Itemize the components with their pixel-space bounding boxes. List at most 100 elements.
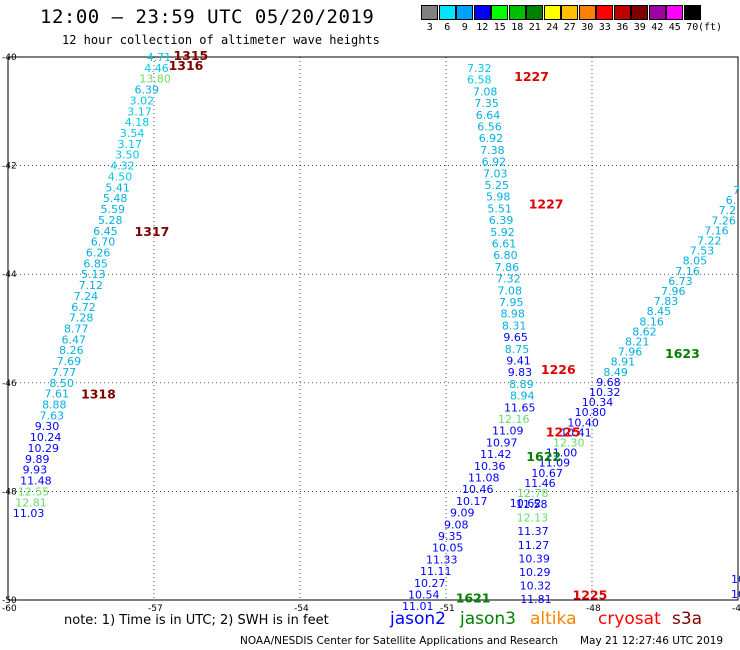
swh-value: 12.16 (498, 413, 530, 426)
swh-value: 3.02 (130, 94, 155, 107)
legend-swatch (421, 5, 438, 20)
legend-label: 15 (493, 22, 506, 33)
swh-value: 7.86 (495, 261, 520, 274)
swh-value: 11.58 (516, 498, 548, 511)
swh-value: 5.59 (100, 203, 125, 216)
swh-value: 10.34 (582, 396, 614, 409)
time-label: 1622 (526, 449, 561, 464)
swh-value: 7.32 (467, 62, 492, 75)
swh-value: 12.78 (517, 487, 549, 500)
swh-value: 10.32 (589, 386, 621, 399)
swh-value: 10.40 (567, 416, 599, 429)
swh-value: 7.22 (697, 235, 722, 248)
legend-label: 36 (616, 22, 629, 33)
swh-value: 9.09 (450, 507, 475, 520)
swh-value: 8.77 (64, 323, 89, 336)
swh-value: 10.27 (414, 577, 446, 590)
satellite-jason2: jason2 (390, 609, 446, 629)
legend-label: 30 (581, 22, 594, 33)
swh-value: 9.30 (35, 420, 60, 433)
swh-value: 8.88 (42, 399, 67, 412)
time-label: 1226 (541, 362, 576, 377)
swh-value: 7.08 (473, 85, 498, 98)
legend-swatch (683, 5, 701, 20)
swh-value: 7.03 (483, 167, 508, 180)
swh-value: 12.13 (517, 512, 549, 525)
swh-value: 8.91 (611, 356, 636, 369)
swh-value: 11.81 (520, 593, 552, 606)
legend-swatch (438, 5, 456, 20)
swh-value: 7.38 (480, 144, 505, 157)
satellite-cryosat: cryosat (598, 609, 661, 629)
swh-value: 7.26 (711, 214, 736, 227)
lat-label: -40 (2, 53, 17, 63)
page-subtitle: 12 hour collection of altimeter wave hei… (62, 33, 380, 47)
lon-label: -51 (440, 604, 455, 614)
swh-value: 8.05 (683, 255, 708, 268)
satellite-altika: altika (530, 609, 577, 629)
generated-timestamp: May 21 12:27:46 UTC 2019 (580, 635, 724, 647)
swh-value: 7.69 (57, 355, 82, 368)
time-label: 1225 (573, 588, 608, 603)
swh-value: 11.37 (517, 525, 549, 538)
legend-label: 70 (686, 22, 699, 33)
legend-label: 39 (633, 22, 646, 33)
lat-label: -48 (2, 487, 17, 497)
swh-value: 10.46 (462, 483, 494, 496)
legend-label: 42 (651, 22, 664, 33)
legend-swatch (508, 5, 526, 20)
time-label: 1623 (665, 346, 700, 361)
legend-label: 24 (546, 22, 559, 33)
time-label: 1316 (169, 58, 204, 73)
time-label: 1318 (81, 387, 116, 402)
swh-value: 4.18 (125, 116, 150, 129)
note-text: note: 1) Time is in UTC; 2) SWH is in fe… (64, 613, 329, 628)
legend-swatch (666, 5, 683, 20)
swh-value: 10.05 (432, 542, 464, 555)
swh-value: 10.32 (520, 580, 552, 593)
swh-value: 7.2 (719, 204, 737, 217)
legend-swatch (648, 5, 666, 20)
swh-value: 5.13 (81, 268, 106, 281)
swh-value: 5.98 (486, 191, 511, 204)
swh-value: 7.96 (661, 285, 686, 298)
lon-label: -60 (2, 604, 17, 614)
swh-value: 7.16 (704, 224, 729, 237)
legend-swatch (631, 5, 648, 20)
swh-value: 7.83 (654, 295, 679, 308)
swh-value: 8.94 (510, 390, 535, 403)
swh-value: 10.17 (456, 495, 488, 508)
swh-value: 12.55 (18, 485, 50, 498)
swh-value: 5.51 (487, 202, 512, 215)
legend-swatch (456, 5, 473, 20)
swh-value: 9.68 (596, 376, 621, 389)
swh-value: 10.29 (519, 566, 551, 579)
swh-value: 10.29 (27, 442, 59, 455)
swh-value: 11.03 (13, 507, 45, 520)
swh-value: 11.46 (524, 477, 556, 490)
legend-label: 6 (444, 22, 451, 33)
swh-value: 7.61 (45, 388, 70, 401)
time-label: 1227 (514, 69, 549, 84)
swh-value: 4.71 (147, 51, 172, 64)
swh-value: 11.08 (468, 472, 500, 485)
swh-value: 11.00 (546, 447, 578, 460)
swh-value: 4.46 (144, 62, 169, 75)
swh-value: 9.41 (506, 355, 531, 368)
legend-label: 12 (476, 22, 489, 33)
swh-value: 11.09 (492, 425, 524, 438)
legend-label: 18 (511, 22, 524, 33)
lon-label: -45 (732, 604, 740, 614)
time-label: 1317 (135, 224, 170, 239)
swh-value: 10.36 (474, 460, 506, 473)
swh-value: 6. (726, 194, 737, 207)
swh-value: 9.08 (444, 518, 469, 531)
swh-value: 3.17 (127, 105, 152, 118)
legend-unit: (ft) (698, 22, 723, 33)
swh-value: 11.01 (402, 600, 434, 613)
legend-swatch (578, 5, 596, 20)
time-label: 1315 (173, 48, 208, 63)
swh-value: 5.41 (105, 181, 130, 194)
swh-value: 10.67 (531, 467, 563, 480)
swh-value: 8.98 (500, 308, 525, 321)
